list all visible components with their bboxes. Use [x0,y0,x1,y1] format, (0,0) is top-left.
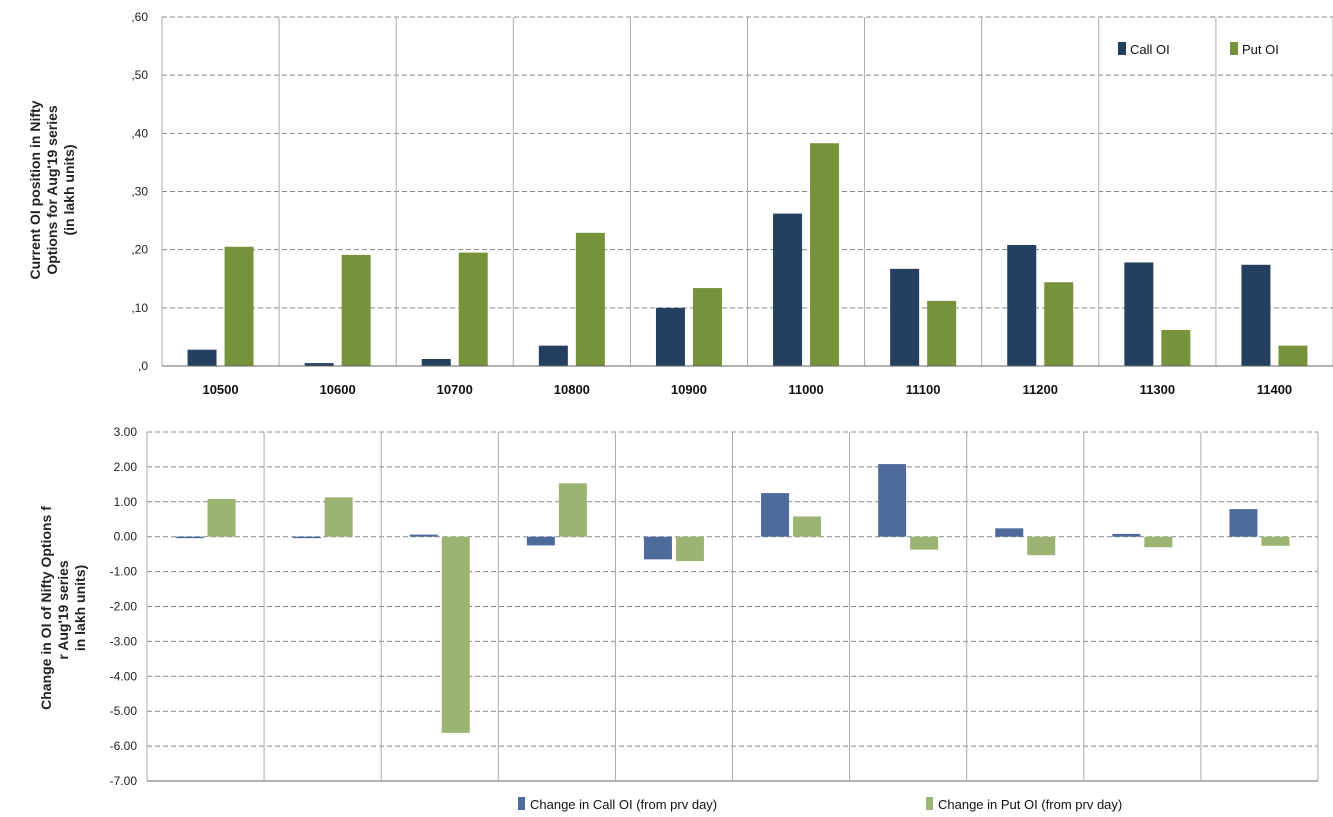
bottom-bar-change-call-oi [995,528,1023,536]
bottom-legend-swatch [926,797,933,810]
bottom-bar-change-call-oi [293,537,321,539]
bottom-y-tick-label: -2.00 [110,600,138,614]
top-chart-legend: Call OI Put OI [1118,42,1279,57]
top-x-tick-label: 11300 [1140,382,1175,397]
top-x-tick-label: 11400 [1257,382,1292,397]
bottom-bar-change-put-oi [1144,537,1172,547]
bottom-chart-legend: Change in Call OI (from prv day) Change i… [518,797,1122,812]
top-bar-put-oi [342,255,371,366]
bottom-bar-change-call-oi [761,493,789,537]
top-legend-swatch [1230,42,1238,55]
top-y-tick-label: ,40 [131,126,148,140]
top-y-axis-title-line: Options for Aug'19 series [44,105,60,275]
top-y-tick-label: ,0 [138,359,148,373]
bottom-bar-change-call-oi [410,535,438,537]
bottom-bar-change-put-oi [1261,537,1289,546]
bottom-legend-swatch [518,797,525,810]
top-bar-call-oi [890,269,919,366]
top-y-tick-label: ,30 [131,185,148,199]
top-bar-call-oi [773,214,802,366]
top-bar-put-oi [1044,282,1073,366]
top-bar-call-oi [422,359,451,366]
top-bar-put-oi [576,233,605,366]
top-bar-put-oi [225,247,254,366]
top-bar-put-oi [693,288,722,366]
top-legend-label: Put OI [1242,42,1279,57]
top-legend-label: Call OI [1130,42,1170,57]
bottom-legend-label: Change in Call OI (from prv day) [530,797,717,812]
bottom-y-tick-label: -6.00 [110,739,138,753]
top-bar-call-oi [656,308,685,366]
top-x-tick-label: 11000 [788,382,823,397]
top-x-tick-label: 10900 [671,382,707,397]
top-bar-call-oi [1241,265,1270,366]
current-oi-chart: ,60 ,50 ,40 ,30 ,20 ,10 ,0 10500 10600 10700 1080… [27,10,1333,397]
bottom-y-tick-label: -4.00 [110,669,138,683]
bottom-bar-change-put-oi [1027,537,1055,555]
bottom-y-axis-title-line: in lakh units) [72,565,88,651]
bottom-bar-change-put-oi [442,537,470,733]
top-y-axis-title-line: Current OI position in Nifty [27,100,43,279]
top-x-tick-label: 11100 [906,382,941,397]
top-bar-put-oi [1161,330,1190,366]
bottom-bar-change-put-oi [910,537,938,550]
change-oi-chart: 3.00 2.00 1.00 0.00 -1.00 -2.00 -3.00 -4.00 -5.0… [38,425,1318,812]
top-y-tick-label: ,60 [131,10,148,24]
bottom-y-axis-title-line: r Aug'19 series [55,556,71,659]
bottom-y-axis-title-line: Change in OI of Nifty Options f [38,506,54,710]
bottom-bar-change-put-oi [325,497,353,536]
bottom-bar-change-put-oi [793,516,821,536]
top-x-tick-label: 10700 [437,382,473,397]
bottom-legend-label: Change in Put OI (from prv day) [938,797,1122,812]
bottom-chart-y-axis-title: Change in OI of Nifty Options fr Aug'19 … [38,506,88,710]
top-bar-call-oi [188,350,217,366]
bottom-y-tick-label: 3.00 [114,425,138,439]
top-chart-x-tick-labels: 10500 10600 10700 10800 10900 11000 11100 11200… [202,382,1292,397]
top-bar-put-oi [810,143,839,366]
top-bar-call-oi [1007,245,1036,366]
bottom-y-tick-label: -5.00 [110,704,138,718]
bottom-y-tick-label: 0.00 [114,530,138,544]
bottom-bar-change-call-oi [1229,509,1257,537]
top-bar-call-oi [539,346,568,366]
bottom-bar-change-put-oi [208,499,236,537]
bottom-bar-change-call-oi [644,537,672,560]
bottom-y-tick-label: 1.00 [114,495,138,509]
top-x-tick-label: 11200 [1023,382,1058,397]
top-y-tick-label: ,50 [131,68,148,82]
top-y-axis-title-line: (in lakh units) [61,145,77,236]
bottom-chart-y-tick-labels: 3.00 2.00 1.00 0.00 -1.00 -2.00 -3.00 -4.00 -5.0… [110,425,138,788]
top-bar-put-oi [459,253,488,366]
bottom-bar-change-put-oi [559,483,587,536]
top-legend-swatch [1118,42,1126,55]
bottom-y-tick-label: 2.00 [114,460,138,474]
top-bar-put-oi [927,301,956,366]
bottom-bar-change-call-oi [176,537,204,539]
bottom-bar-change-put-oi [676,537,704,561]
top-x-tick-label: 10600 [320,382,356,397]
top-x-tick-label: 10800 [554,382,590,397]
bottom-bar-change-call-oi [1112,534,1140,537]
top-bar-call-oi [1124,262,1153,366]
top-y-tick-label: ,10 [131,301,148,315]
top-y-tick-label: ,20 [131,243,148,257]
bottom-y-tick-label: -3.00 [110,634,138,648]
bottom-bar-change-call-oi [527,537,555,546]
bottom-y-tick-label: -7.00 [110,774,138,788]
bottom-bar-change-call-oi [878,464,906,537]
top-bar-put-oi [1278,346,1307,366]
top-chart-y-axis-title: Current OI position in NiftyOptions for … [27,100,77,279]
top-chart-y-tick-labels: ,60 ,50 ,40 ,30 ,20 ,10 ,0 [131,10,148,373]
bottom-y-tick-label: -1.00 [110,565,138,579]
top-x-tick-label: 10500 [202,382,238,397]
